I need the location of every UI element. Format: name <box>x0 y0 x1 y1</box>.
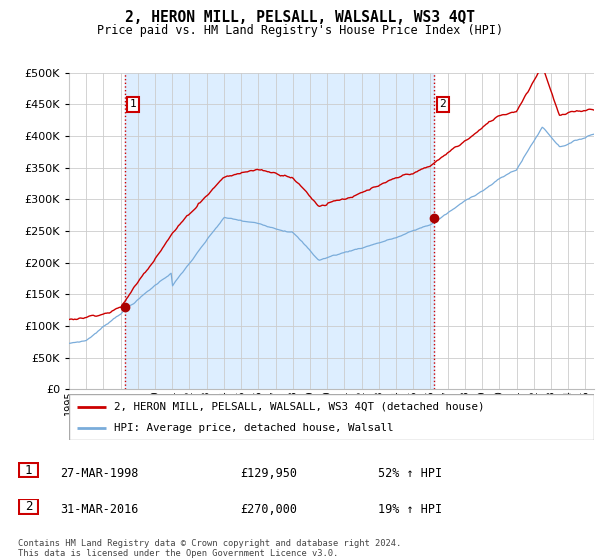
Text: 52% ↑ HPI: 52% ↑ HPI <box>378 466 442 480</box>
Text: HPI: Average price, detached house, Walsall: HPI: Average price, detached house, Wals… <box>113 423 393 433</box>
FancyBboxPatch shape <box>19 500 38 514</box>
FancyBboxPatch shape <box>19 463 38 478</box>
Text: 2: 2 <box>440 100 446 109</box>
Text: 1: 1 <box>130 100 137 109</box>
Text: £270,000: £270,000 <box>240 503 297 516</box>
Text: Price paid vs. HM Land Registry's House Price Index (HPI): Price paid vs. HM Land Registry's House … <box>97 24 503 36</box>
Text: £129,950: £129,950 <box>240 466 297 480</box>
Text: 31-MAR-2016: 31-MAR-2016 <box>60 503 139 516</box>
Text: 2: 2 <box>25 500 32 513</box>
Text: 2, HERON MILL, PELSALL, WALSALL, WS3 4QT: 2, HERON MILL, PELSALL, WALSALL, WS3 4QT <box>125 10 475 25</box>
Text: 2, HERON MILL, PELSALL, WALSALL, WS3 4QT (detached house): 2, HERON MILL, PELSALL, WALSALL, WS3 4QT… <box>113 402 484 412</box>
Text: Contains HM Land Registry data © Crown copyright and database right 2024.
This d: Contains HM Land Registry data © Crown c… <box>18 539 401 558</box>
FancyBboxPatch shape <box>69 394 594 440</box>
Text: 1: 1 <box>25 464 32 477</box>
Text: 19% ↑ HPI: 19% ↑ HPI <box>378 503 442 516</box>
Bar <box>125 73 434 389</box>
Text: 27-MAR-1998: 27-MAR-1998 <box>60 466 139 480</box>
